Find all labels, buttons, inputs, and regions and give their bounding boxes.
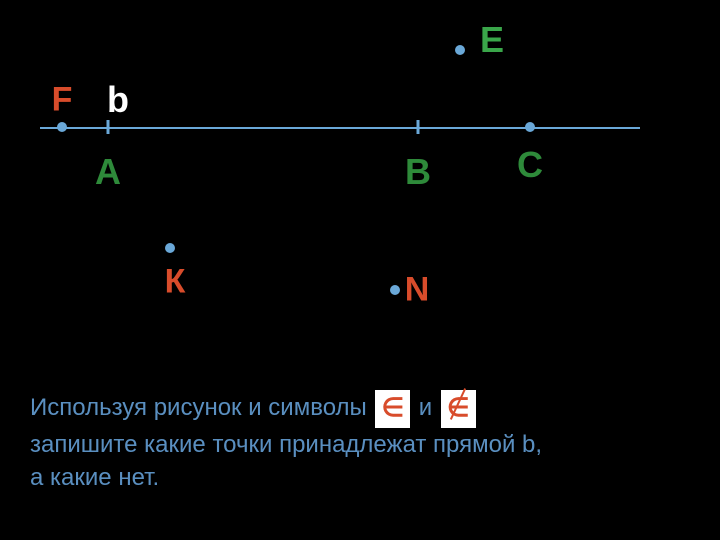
point-tick-b <box>417 120 420 134</box>
point-label-c: C <box>517 144 543 186</box>
task-line-1b: и <box>419 394 432 421</box>
point-label-f: F <box>52 81 73 120</box>
point-dot-k <box>165 243 175 253</box>
point-tick-a <box>107 120 110 134</box>
symbol-in-box: ∈ <box>375 390 410 428</box>
task-line-3: а какие нет. <box>30 461 542 495</box>
symbol-in: ∈ <box>381 392 404 422</box>
point-dot-n <box>390 285 400 295</box>
line-b <box>40 127 640 129</box>
task-line-1a: Используя рисунок и символы <box>30 394 367 421</box>
task-line-2: запишите какие точки принадлежат прямой … <box>30 428 542 462</box>
point-label-n: N <box>405 271 430 310</box>
point-dot-c <box>525 122 535 132</box>
point-dot-f <box>57 122 67 132</box>
point-label-e: E <box>480 19 504 61</box>
task-line-1: Используя рисунок и символы ∈ и ∈ <box>30 390 542 428</box>
task-text: Используя рисунок и символы ∈ и ∈ запиши… <box>30 390 542 495</box>
point-label-b: B <box>405 151 431 193</box>
point-label-a: A <box>95 151 121 193</box>
point-dot-e <box>455 45 465 55</box>
line-b-label: b <box>107 79 129 121</box>
symbol-notin-box: ∈ <box>441 390 476 428</box>
point-label-k: К <box>165 263 186 302</box>
